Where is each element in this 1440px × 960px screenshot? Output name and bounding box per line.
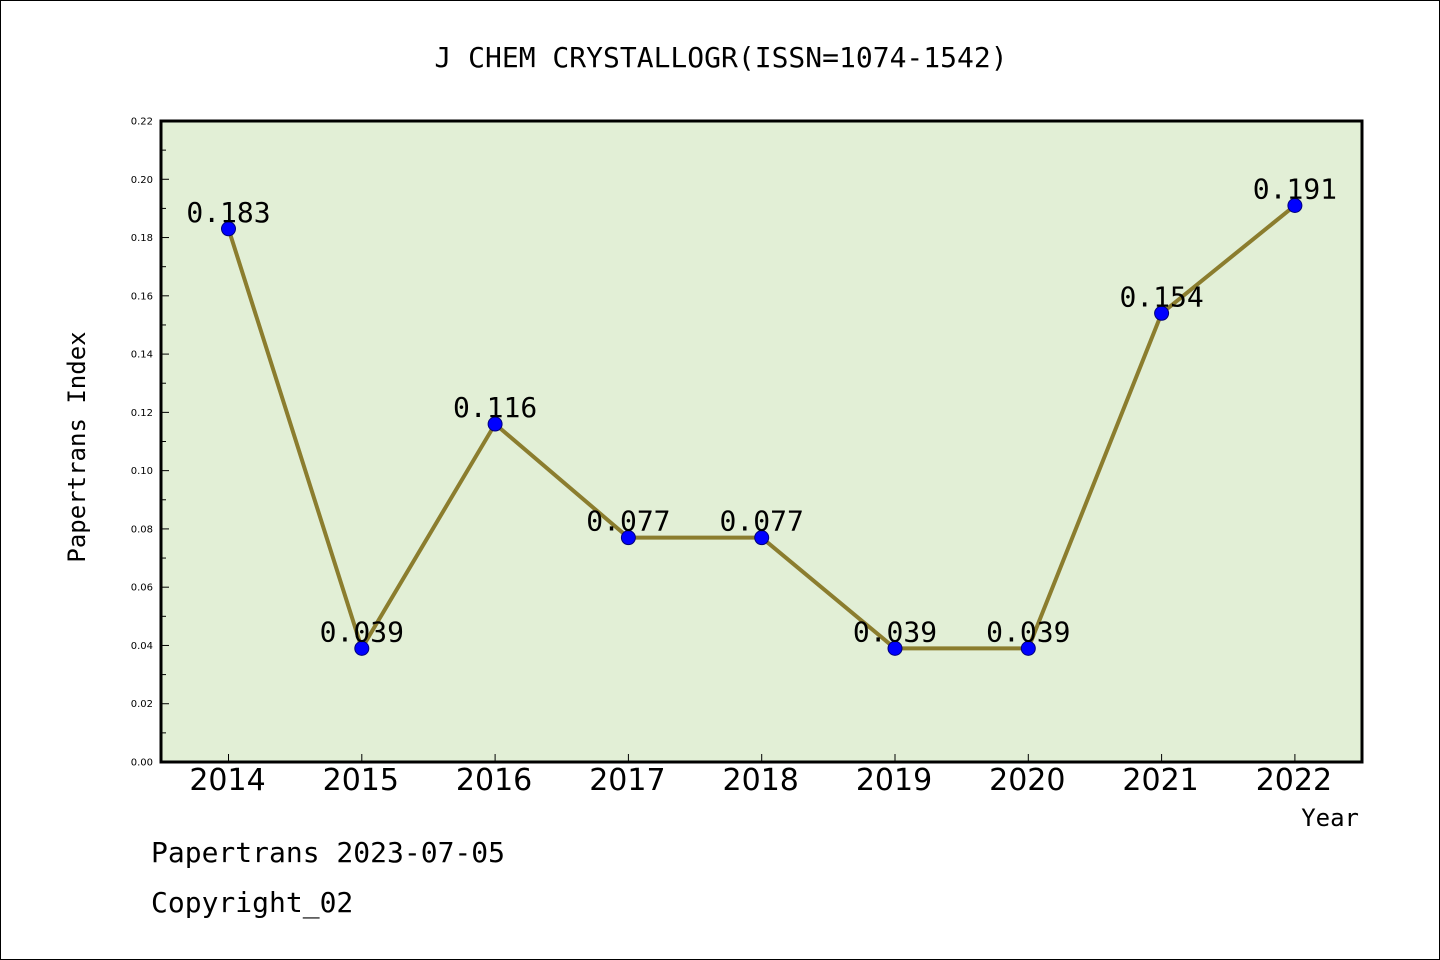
data-label: 0.077 <box>720 505 804 538</box>
data-label: 0.039 <box>986 615 1070 648</box>
y-tick-label: 0.10 <box>131 466 153 477</box>
x-axis-label: Year <box>1301 804 1359 832</box>
data-label: 0.191 <box>1253 172 1337 205</box>
x-tick-label: 2022 <box>1256 763 1332 798</box>
x-axis: 2014 2015 2016 2017 2018 2019 2020 2021 2022 <box>189 754 1332 798</box>
data-point <box>887 640 903 656</box>
x-tick-label: 2020 <box>989 763 1065 798</box>
data-point <box>354 640 370 656</box>
data-label: 0.116 <box>453 391 537 424</box>
x-tick-label: 2018 <box>723 763 799 798</box>
y-tick-label: 0.22 <box>131 117 153 128</box>
data-labels: 0.183 0.039 0.116 0.077 0.077 0.039 0.039 0.154… <box>186 172 1337 648</box>
y-tick-label: 0.18 <box>131 233 153 244</box>
footer-copyright: Copyright_02 <box>151 886 354 919</box>
data-point <box>487 416 503 432</box>
data-point <box>1154 305 1170 321</box>
x-tick-label: 2016 <box>456 763 532 798</box>
y-axis-label: Papertrans Index <box>63 331 91 562</box>
y-tick-label: 0.00 <box>131 758 153 769</box>
x-tick-label: 2021 <box>1122 763 1198 798</box>
y-tick-label: 0.12 <box>131 408 153 419</box>
y-tick-label: 0.08 <box>131 524 153 535</box>
x-tick-label: 2015 <box>323 763 399 798</box>
y-tick-label: 0.16 <box>131 291 153 302</box>
y-tick-label: 0.20 <box>131 175 153 186</box>
data-point <box>1020 640 1036 656</box>
data-label: 0.154 <box>1119 280 1203 313</box>
x-tick-label: 2019 <box>856 763 932 798</box>
markers <box>221 197 1303 656</box>
footer-date: Papertrans 2023-07-05 <box>151 836 506 869</box>
data-label: 0.077 <box>586 505 670 538</box>
data-point <box>1287 197 1303 213</box>
x-tick-label: 2014 <box>189 763 265 798</box>
y-tick-label: 0.04 <box>131 641 153 652</box>
data-point <box>754 530 770 546</box>
data-point <box>620 530 636 546</box>
x-tick-label: 2017 <box>589 763 665 798</box>
data-point <box>221 221 236 237</box>
y-tick-label: 0.02 <box>131 699 153 710</box>
y-tick-label: 0.14 <box>131 350 153 361</box>
plot-area <box>159 119 1364 764</box>
chart-title: J CHEM CRYSTALLOGR(ISSN=1074-1542) <box>434 41 1007 74</box>
data-label: 0.039 <box>320 615 404 648</box>
y-axis: 0.00 0.02 0.04 0.06 0.08 0.10 0.12 0.14 0.16 0.18… <box>131 117 169 769</box>
data-label: 0.183 <box>186 196 270 229</box>
y-tick-label: 0.06 <box>131 583 153 594</box>
data-label: 0.039 <box>853 615 937 648</box>
